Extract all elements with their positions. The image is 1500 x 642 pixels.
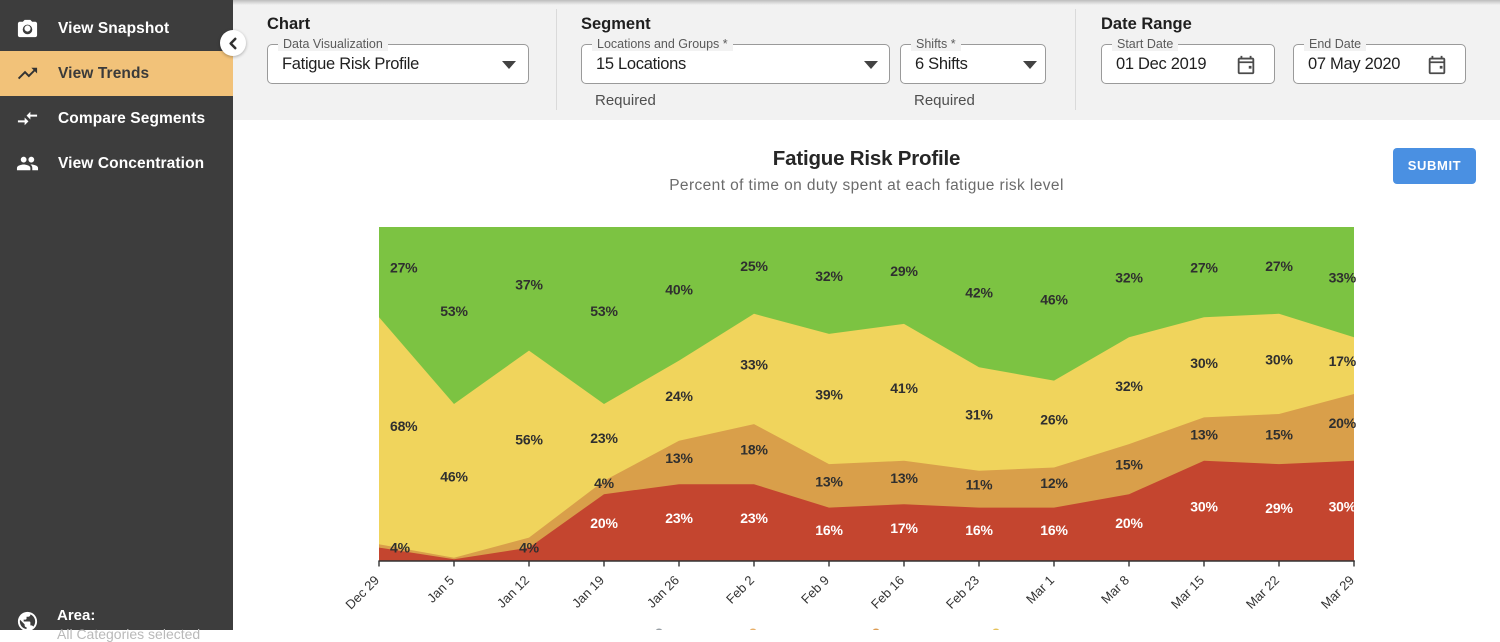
svg-text:Mar 22: Mar 22 xyxy=(1243,573,1282,612)
svg-text:42%: 42% xyxy=(965,285,993,301)
svg-text:Mar 1: Mar 1 xyxy=(1023,573,1057,607)
svg-text:20%: 20% xyxy=(590,515,618,531)
svg-text:Jan 19: Jan 19 xyxy=(569,573,607,611)
svg-text:32%: 32% xyxy=(1115,378,1143,394)
svg-text:33%: 33% xyxy=(1329,270,1357,286)
svg-text:17%: 17% xyxy=(890,520,918,536)
svg-text:12%: 12% xyxy=(1040,475,1068,491)
svg-text:37%: 37% xyxy=(515,276,543,292)
svg-text:46%: 46% xyxy=(1040,291,1068,307)
svg-text:27%: 27% xyxy=(390,260,418,276)
svg-text:32%: 32% xyxy=(1115,270,1143,286)
svg-text:23%: 23% xyxy=(590,430,618,446)
svg-text:Mar 29: Mar 29 xyxy=(1318,573,1357,612)
svg-text:13%: 13% xyxy=(665,450,693,466)
svg-text:68%: 68% xyxy=(390,418,418,434)
svg-text:53%: 53% xyxy=(590,303,618,319)
svg-text:13%: 13% xyxy=(815,473,843,489)
svg-text:Feb 16: Feb 16 xyxy=(868,573,907,612)
svg-text:17%: 17% xyxy=(1329,353,1357,369)
svg-text:Feb 23: Feb 23 xyxy=(943,573,982,612)
svg-text:20%: 20% xyxy=(1115,515,1143,531)
svg-text:Mar 8: Mar 8 xyxy=(1098,573,1132,607)
svg-text:24%: 24% xyxy=(665,388,693,404)
svg-text:15%: 15% xyxy=(1115,457,1143,473)
svg-text:39%: 39% xyxy=(815,387,843,403)
svg-text:18%: 18% xyxy=(740,442,768,458)
svg-text:33%: 33% xyxy=(740,357,768,373)
svg-text:Mar 15: Mar 15 xyxy=(1168,573,1207,612)
svg-text:16%: 16% xyxy=(1040,522,1068,538)
svg-text:30%: 30% xyxy=(1329,498,1357,514)
svg-text:13%: 13% xyxy=(1190,427,1218,443)
svg-text:56%: 56% xyxy=(515,432,543,448)
svg-text:40%: 40% xyxy=(665,281,693,297)
svg-text:29%: 29% xyxy=(1265,500,1293,516)
svg-text:Dec 29: Dec 29 xyxy=(342,573,382,613)
svg-text:Jan 5: Jan 5 xyxy=(424,573,457,606)
svg-text:30%: 30% xyxy=(1265,351,1293,367)
svg-text:31%: 31% xyxy=(965,407,993,423)
svg-text:4%: 4% xyxy=(390,540,411,556)
svg-text:4%: 4% xyxy=(594,475,615,491)
svg-text:26%: 26% xyxy=(1040,412,1068,428)
svg-text:32%: 32% xyxy=(815,268,843,284)
svg-text:23%: 23% xyxy=(740,510,768,526)
svg-text:30%: 30% xyxy=(1190,355,1218,371)
svg-text:Feb 2: Feb 2 xyxy=(723,573,757,607)
svg-text:4%: 4% xyxy=(519,540,540,556)
svg-text:53%: 53% xyxy=(440,303,468,319)
svg-text:20%: 20% xyxy=(1329,415,1357,431)
svg-text:23%: 23% xyxy=(665,510,693,526)
svg-text:46%: 46% xyxy=(440,468,468,484)
svg-text:41%: 41% xyxy=(890,380,918,396)
svg-text:Feb 9: Feb 9 xyxy=(798,573,832,607)
svg-text:27%: 27% xyxy=(1190,260,1218,276)
svg-text:11%: 11% xyxy=(966,477,993,493)
svg-text:16%: 16% xyxy=(815,522,843,538)
svg-text:29%: 29% xyxy=(890,263,918,279)
svg-text:13%: 13% xyxy=(890,470,918,486)
svg-text:27%: 27% xyxy=(1265,258,1293,274)
svg-text:Jan 12: Jan 12 xyxy=(494,573,532,611)
svg-text:30%: 30% xyxy=(1190,498,1218,514)
svg-text:Jan 26: Jan 26 xyxy=(644,573,682,611)
svg-text:25%: 25% xyxy=(740,258,768,274)
svg-text:15%: 15% xyxy=(1265,427,1293,443)
svg-text:16%: 16% xyxy=(965,522,993,538)
